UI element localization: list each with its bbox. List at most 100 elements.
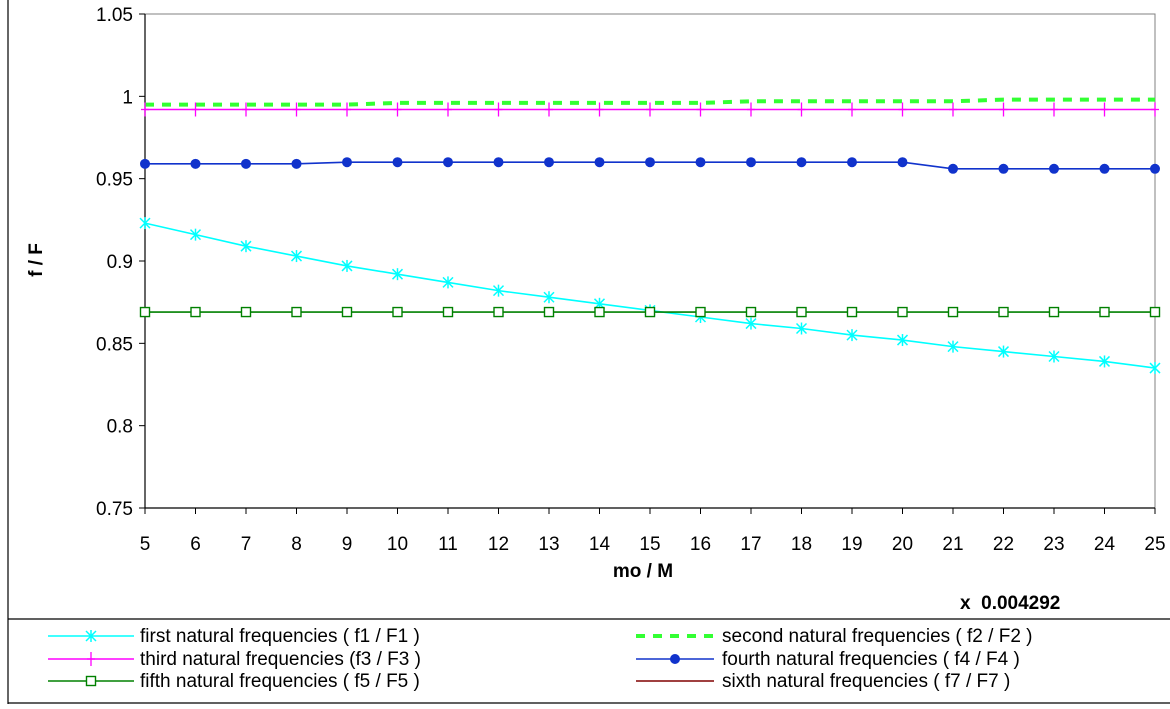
x-tick-label: 18 xyxy=(791,534,812,555)
data-point-series-4 xyxy=(493,157,504,168)
x-tick-label: 15 xyxy=(639,534,660,555)
data-point-series-5 xyxy=(998,306,1009,318)
data-point-series-4 xyxy=(746,157,756,168)
chart-border xyxy=(7,0,1170,704)
x-axis-label: mo / M xyxy=(613,561,673,582)
data-point-series-3 xyxy=(242,102,250,117)
data-point-series-3 xyxy=(343,102,351,117)
y-tick-label: 0.8 xyxy=(107,417,133,438)
data-point-series-4 xyxy=(1150,163,1160,174)
data-point-series-5 xyxy=(240,306,252,318)
legend-item-6: sixth natural frequencies ( f7 / F7 ) xyxy=(636,671,1010,692)
data-point-series-4 xyxy=(695,157,706,168)
data-point-series-5 xyxy=(1149,306,1161,318)
data-point-series-4 xyxy=(1099,163,1110,174)
y-axis-label: f / F xyxy=(26,243,47,277)
data-point-series-1 xyxy=(341,259,353,272)
data-point-series-5 xyxy=(190,306,201,318)
data-point-series-3 xyxy=(191,102,200,117)
x-tick-label: 12 xyxy=(488,534,509,555)
data-point-series-3 xyxy=(747,102,755,117)
x-tick-label: 21 xyxy=(942,534,963,555)
series-layer xyxy=(139,97,1161,375)
data-point-series-4 xyxy=(847,157,857,168)
legend-label: third natural frequencies (f3 / F3 ) xyxy=(140,649,421,670)
data-point-series-1 xyxy=(997,345,1010,358)
data-point-series-4 xyxy=(190,158,201,169)
data-point-series-1 xyxy=(492,284,505,297)
data-point-series-5 xyxy=(139,306,151,318)
data-point-series-3 xyxy=(595,102,604,117)
data-point-series-1 xyxy=(1098,355,1111,368)
data-point-series-1 xyxy=(391,268,404,281)
legend-label: fourth natural frequencies ( f4 / F4 ) xyxy=(722,649,1020,670)
y-tick-label: 1 xyxy=(122,87,133,108)
data-point-series-5 xyxy=(442,306,454,318)
x-tick-label: 16 xyxy=(690,534,711,555)
legend-item-4: fourth natural frequencies ( f4 / F4 ) xyxy=(636,649,1020,670)
legend-label: fifth natural frequencies ( f5 / F5 ) xyxy=(140,671,420,692)
data-point-series-1 xyxy=(846,329,858,342)
data-point-series-1 xyxy=(1149,362,1161,375)
data-point-series-3 xyxy=(898,102,907,117)
x-tick-label: 24 xyxy=(1094,534,1116,555)
data-point-series-3 xyxy=(1050,102,1058,117)
data-point-series-5 xyxy=(543,306,555,318)
data-point-series-5 xyxy=(796,306,807,318)
data-point-series-5 xyxy=(1048,306,1060,318)
data-point-series-4 xyxy=(140,158,150,169)
data-point-series-1 xyxy=(290,250,303,263)
x-tick-label: 11 xyxy=(438,534,458,555)
data-point-series-4 xyxy=(645,157,655,168)
data-point-series-5 xyxy=(493,306,504,318)
data-point-series-5 xyxy=(695,306,706,318)
data-point-series-5 xyxy=(947,306,959,318)
data-point-series-3 xyxy=(545,102,553,117)
data-point-series-5 xyxy=(745,306,757,318)
x-tick-label: 8 xyxy=(291,534,302,555)
x-tick-label: 5 xyxy=(140,534,151,555)
data-point-series-3 xyxy=(848,102,856,117)
data-point-series-3 xyxy=(1151,102,1159,117)
x-tick-label: 23 xyxy=(1043,534,1064,555)
data-point-series-4 xyxy=(443,157,453,168)
data-point-series-4 xyxy=(1049,163,1059,174)
data-point-series-4 xyxy=(544,157,554,168)
data-point-series-1 xyxy=(543,291,555,304)
tick-labels: 0.75 0.8 0.85 0.9 0.95 1 1.05 5 6 7 8 9 10 11 12 13 14 15… xyxy=(96,5,1166,555)
data-point-series-3 xyxy=(494,102,503,117)
data-point-series-3 xyxy=(999,102,1008,117)
data-point-series-4 xyxy=(594,157,605,168)
legend-item-2: second natural frequencies ( f2 / F2 ) xyxy=(636,626,1033,647)
series-line-2 xyxy=(145,97,1155,107)
data-point-series-4 xyxy=(291,158,302,169)
data-point-series-5 xyxy=(846,306,858,318)
legend-item-1: first natural frequencies ( f1 / F1 ) xyxy=(48,626,420,647)
plot-area xyxy=(139,13,1156,514)
data-point-series-4 xyxy=(998,163,1009,174)
legend-marker xyxy=(87,652,95,666)
data-point-series-5 xyxy=(644,306,656,318)
data-point-series-5 xyxy=(341,306,353,318)
legend-marker xyxy=(85,630,97,642)
x-tick-label: 25 xyxy=(1144,534,1165,555)
x-tick-label: 7 xyxy=(241,534,252,555)
data-point-series-1 xyxy=(745,317,757,330)
data-point-series-3 xyxy=(646,102,654,117)
data-point-series-1 xyxy=(1048,350,1060,363)
y-tick-label: 0.9 xyxy=(107,252,133,273)
data-point-series-1 xyxy=(795,322,808,335)
data-point-series-3 xyxy=(1100,102,1109,117)
data-point-series-4 xyxy=(948,163,958,174)
data-point-series-5 xyxy=(392,306,403,318)
x-tick-label: 22 xyxy=(993,534,1014,555)
data-point-series-4 xyxy=(342,157,352,168)
legend-label: first natural frequencies ( f1 / F1 ) xyxy=(140,626,420,647)
x-tick-label: 19 xyxy=(841,534,862,555)
data-point-series-3 xyxy=(444,102,452,117)
data-point-series-5 xyxy=(897,306,908,318)
legend-marker xyxy=(85,675,97,687)
data-point-series-1 xyxy=(189,228,202,241)
legend-item-5: fifth natural frequencies ( f5 / F5 ) xyxy=(48,671,420,692)
data-point-series-1 xyxy=(947,340,959,353)
